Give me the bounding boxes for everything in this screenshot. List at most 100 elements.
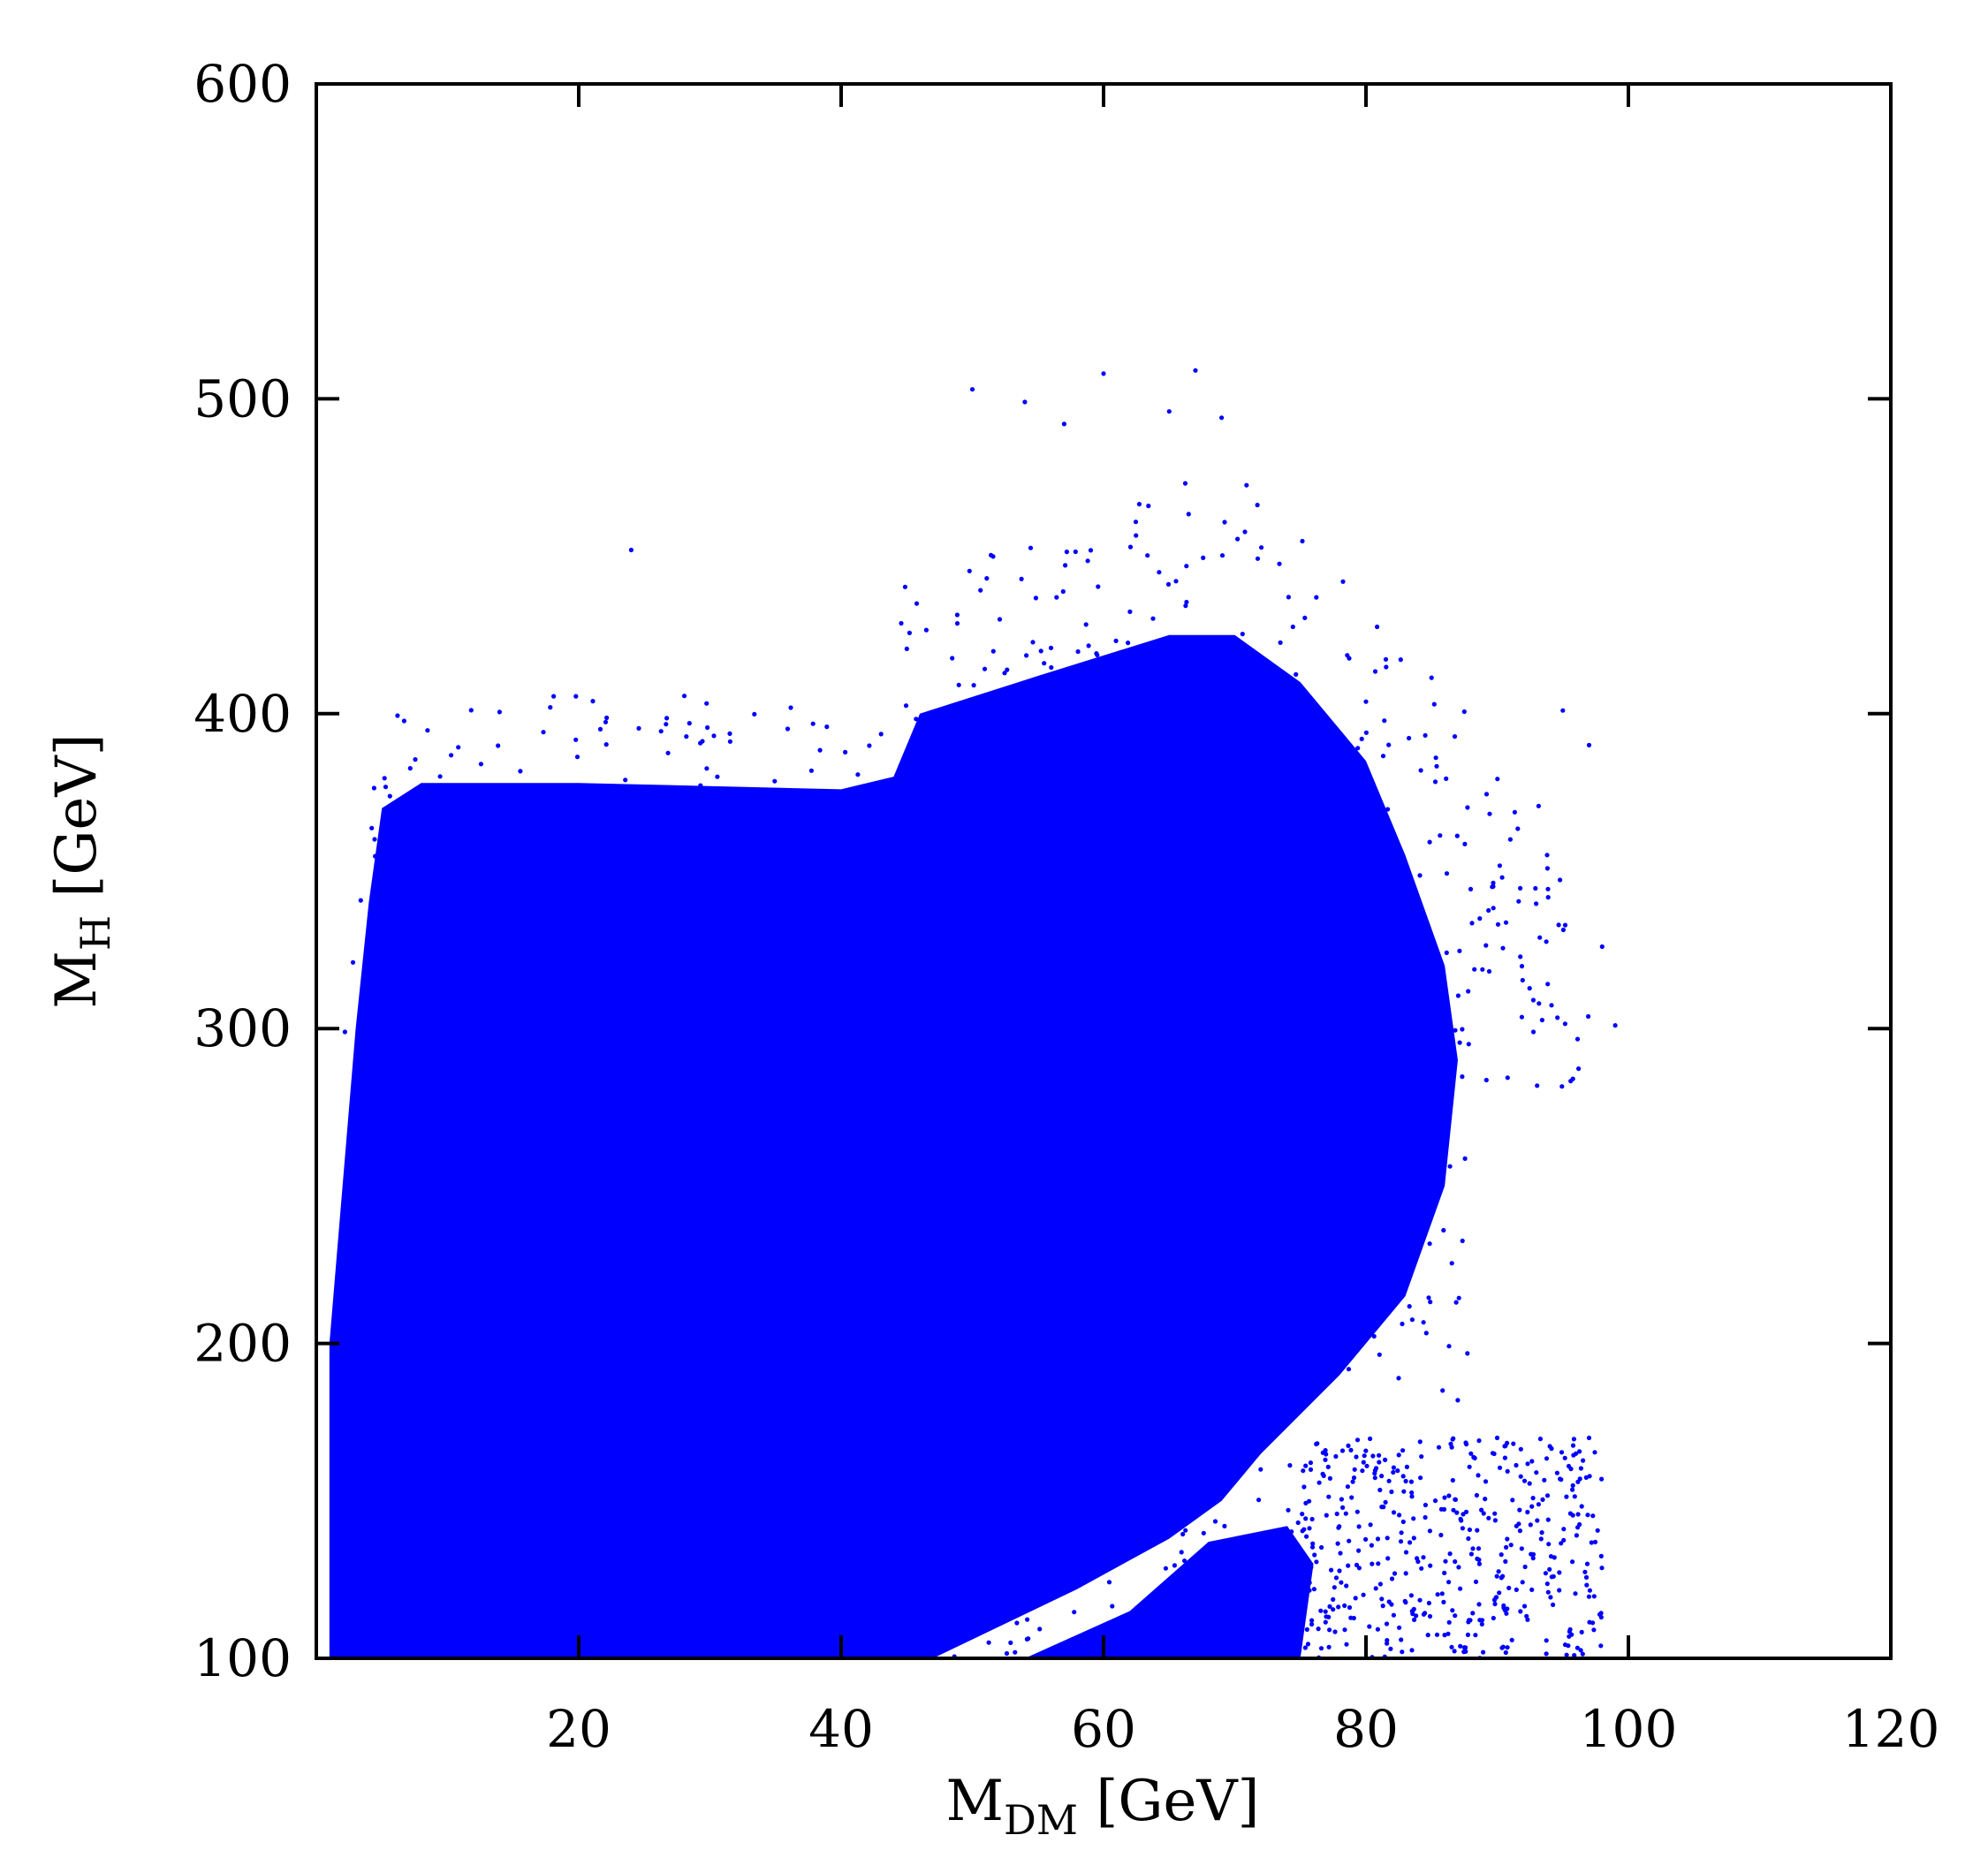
data-point: [1408, 1540, 1413, 1545]
data-point: [1361, 1460, 1366, 1465]
data-point: [1509, 1637, 1514, 1642]
data-point: [1427, 1528, 1432, 1534]
data-point: [1538, 1536, 1544, 1542]
data-point: [1417, 1597, 1423, 1603]
data-point: [1575, 1512, 1581, 1517]
data-point: [1290, 624, 1295, 630]
data-point: [1529, 1459, 1535, 1464]
data-point: [1455, 993, 1461, 998]
data-point: [1308, 1467, 1314, 1472]
data-point: [1324, 1614, 1329, 1619]
y-axis-title-unit: [GeV]: [44, 733, 110, 915]
data-point: [1475, 1528, 1480, 1533]
data-point: [1219, 553, 1225, 558]
data-point: [1462, 841, 1468, 847]
data-point: [1557, 1588, 1562, 1593]
data-point: [1522, 1564, 1528, 1570]
data-point: [1382, 718, 1387, 724]
data-point: [1582, 1569, 1588, 1574]
data-point: [1555, 1015, 1560, 1020]
data-point: [1530, 1496, 1536, 1501]
data-point: [1184, 564, 1189, 569]
data-point: [371, 785, 376, 791]
data-point: [1398, 1539, 1404, 1544]
y-tick-label: 300: [193, 998, 292, 1058]
data-point: [1548, 1554, 1554, 1559]
data-point: [1361, 1592, 1366, 1597]
data-point: [551, 694, 557, 699]
data-point: [914, 601, 920, 606]
data-point: [1352, 1467, 1357, 1472]
data-point: [1372, 1475, 1377, 1481]
data-point: [1400, 1321, 1405, 1327]
data-point: [1574, 1036, 1581, 1042]
data-point: [1438, 833, 1443, 838]
data-point: [1418, 1475, 1423, 1481]
data-point: [1339, 1580, 1344, 1585]
data-point: [1500, 945, 1506, 951]
data-point: [1476, 1546, 1482, 1551]
data-point: [425, 728, 430, 733]
data-point: [574, 755, 580, 760]
data-point: [1578, 1466, 1583, 1471]
data-point: [1333, 1575, 1339, 1581]
data-point: [1326, 1644, 1332, 1649]
data-point: [1085, 558, 1090, 564]
data-point: [1375, 624, 1380, 630]
data-point: [1461, 1645, 1467, 1650]
data-point: [1527, 1481, 1532, 1486]
data-point: [1351, 1475, 1357, 1481]
data-point: [1354, 1454, 1359, 1460]
data-point: [1309, 1565, 1314, 1570]
data-point: [1359, 736, 1364, 742]
data-point: [1428, 1563, 1433, 1568]
data-point: [1545, 886, 1551, 891]
data-point: [1307, 1588, 1312, 1593]
data-point: [1468, 1451, 1474, 1456]
data-point: [1517, 1507, 1522, 1513]
data-point: [342, 1029, 347, 1035]
data-point: [1363, 730, 1369, 735]
data-point: [1292, 1590, 1298, 1596]
data-point: [1325, 1464, 1331, 1469]
data-point: [1336, 1604, 1341, 1610]
data-point: [1539, 1530, 1544, 1536]
data-point: [1401, 1489, 1407, 1494]
data-point: [1427, 1241, 1432, 1247]
data-point: [1483, 1479, 1489, 1484]
data-point: [1354, 1509, 1360, 1514]
data-point: [1505, 1536, 1510, 1542]
data-point: [843, 749, 848, 755]
data-point: [1297, 1564, 1302, 1569]
data-point: [1446, 1344, 1452, 1349]
data-point: [623, 777, 628, 783]
data-point: [1350, 1479, 1355, 1484]
data-point: [1417, 1439, 1423, 1445]
data-point: [1495, 921, 1501, 927]
data-point: [1426, 1600, 1431, 1606]
data-point: [1193, 368, 1198, 373]
data-point: [1479, 1507, 1484, 1513]
data-point: [1520, 1580, 1525, 1585]
data-point: [1591, 1627, 1597, 1633]
data-point: [1372, 669, 1378, 674]
data-point: [1587, 1619, 1592, 1625]
data-point: [1536, 1502, 1541, 1507]
data-point: [904, 646, 909, 652]
data-point: [1061, 421, 1066, 427]
data-point: [1377, 1452, 1382, 1458]
data-point: [1442, 1570, 1447, 1575]
data-point: [1449, 1644, 1454, 1649]
data-point: [1127, 544, 1134, 550]
data-point: [1334, 1511, 1339, 1517]
data-point: [1457, 1040, 1462, 1045]
data-point: [1535, 1083, 1540, 1088]
data-point: [978, 588, 983, 593]
data-point: [1595, 1528, 1600, 1533]
data-point: [1519, 1546, 1524, 1551]
data-point: [1432, 779, 1438, 785]
data-point: [1300, 1512, 1305, 1517]
data-point: [1403, 1571, 1408, 1576]
data-point: [1110, 1604, 1115, 1609]
data-point: [1504, 1544, 1509, 1550]
